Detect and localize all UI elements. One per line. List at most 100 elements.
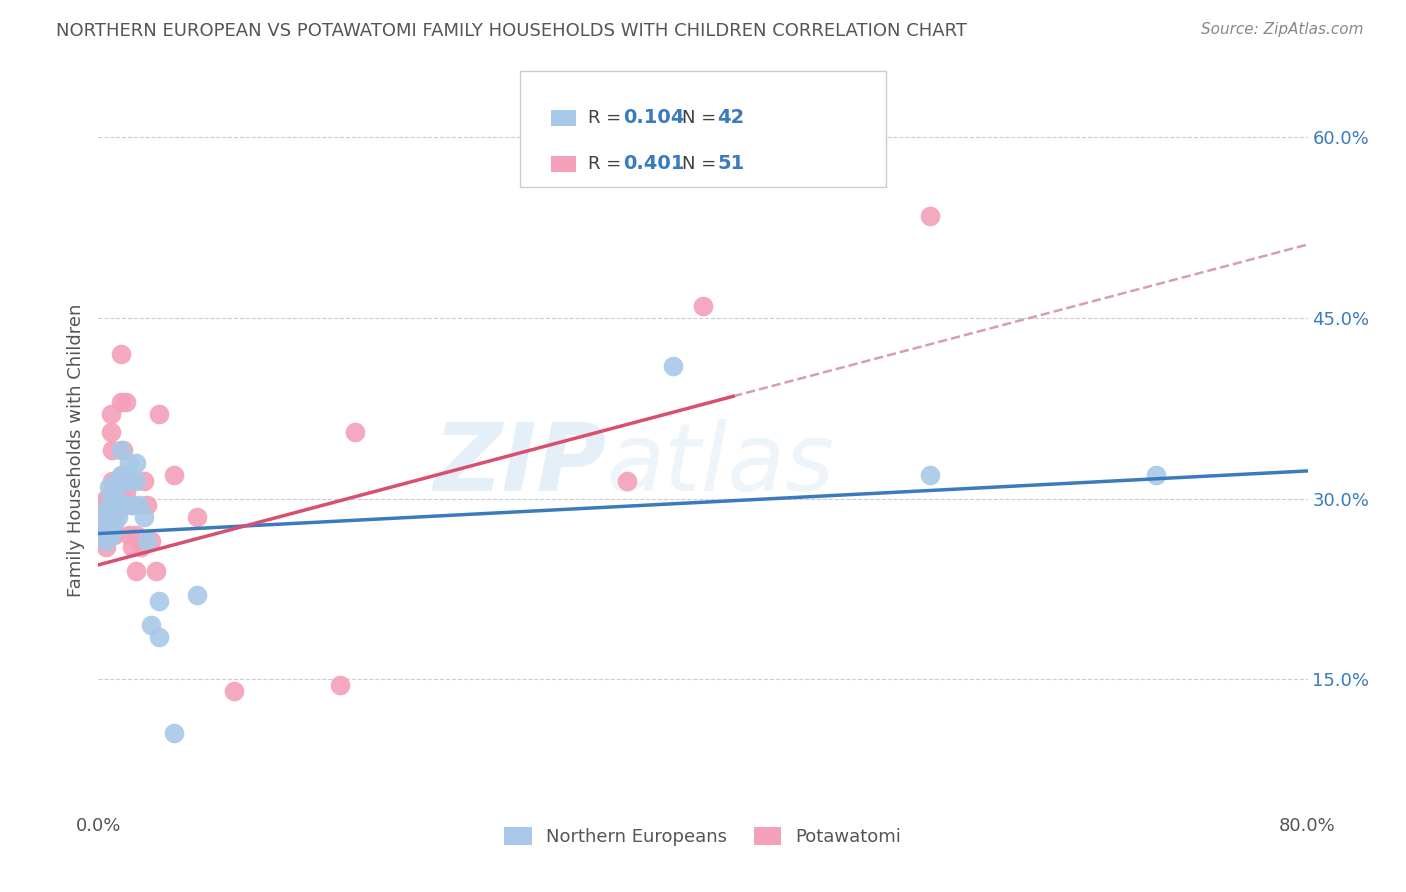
Point (105, 491, 128, 506)
Point (118, 474, 141, 488)
Point (94, 516, 117, 530)
Point (111, 443, 134, 458)
Point (163, 726, 186, 740)
Text: NORTHERN EUROPEAN VS POTAWATOMI FAMILY HOUSEHOLDS WITH CHILDREN CORRELATION CHAR: NORTHERN EUROPEAN VS POTAWATOMI FAMILY H… (56, 22, 967, 40)
Point (132, 509, 155, 524)
Point (98, 503, 121, 517)
Point (103, 516, 125, 530)
Point (114, 498, 136, 512)
Point (132, 474, 155, 488)
Point (107, 491, 129, 506)
Point (100, 516, 122, 530)
Point (94, 522, 117, 536)
Text: N =: N = (682, 154, 721, 173)
Point (186, 509, 208, 524)
Point (94, 503, 117, 517)
Point (105, 485, 128, 500)
Point (125, 455, 148, 469)
Point (148, 594, 170, 608)
Point (118, 455, 141, 469)
Point (141, 618, 163, 632)
Point (101, 474, 124, 488)
Point (93, 498, 115, 512)
Point (148, 630, 170, 644)
Text: R =: R = (588, 109, 627, 127)
Text: atlas: atlas (606, 419, 835, 510)
Point (98, 498, 121, 512)
Point (148, 407, 170, 421)
Point (114, 474, 136, 488)
Point (105, 474, 128, 488)
Point (118, 527, 141, 541)
Point (93, 509, 115, 524)
Point (125, 474, 148, 488)
Point (103, 516, 125, 530)
Point (94, 491, 117, 506)
Text: R =: R = (588, 154, 627, 173)
Point (112, 474, 135, 488)
Point (94, 540, 117, 554)
Point (110, 347, 132, 361)
Point (661, 359, 683, 373)
Text: Source: ZipAtlas.com: Source: ZipAtlas.com (1201, 22, 1364, 37)
Point (103, 480, 125, 494)
Point (107, 509, 129, 524)
Text: 51: 51 (717, 154, 744, 173)
Point (103, 491, 125, 506)
Point (94, 527, 117, 541)
Point (118, 474, 141, 488)
Point (98, 522, 121, 536)
Point (135, 533, 157, 548)
Point (145, 564, 167, 578)
Y-axis label: Family Households with Children: Family Households with Children (66, 304, 84, 597)
Point (98, 509, 121, 524)
Point (105, 503, 128, 517)
Point (93, 522, 115, 536)
Point (96, 516, 118, 530)
Point (125, 564, 148, 578)
Point (121, 540, 143, 554)
Point (100, 407, 122, 421)
Point (98, 480, 121, 494)
Point (110, 395, 132, 409)
Point (112, 474, 135, 488)
Point (121, 498, 143, 512)
Text: 0.104: 0.104 (623, 108, 685, 127)
Point (111, 467, 134, 482)
Text: 0.401: 0.401 (623, 154, 685, 173)
Point (94, 533, 117, 548)
Point (100, 527, 122, 541)
Point (128, 498, 150, 512)
Point (186, 588, 208, 602)
Point (616, 474, 638, 488)
Legend: Northern Europeans, Potawatomi: Northern Europeans, Potawatomi (498, 820, 908, 854)
Point (100, 491, 122, 506)
Point (103, 498, 125, 512)
Point (1144, 467, 1167, 482)
Point (94, 509, 117, 524)
Point (121, 498, 143, 512)
Point (94, 527, 117, 541)
Point (114, 395, 136, 409)
Point (98, 491, 121, 506)
Point (110, 443, 132, 458)
Point (107, 498, 129, 512)
Point (103, 527, 125, 541)
Point (101, 443, 124, 458)
Point (344, 425, 367, 440)
Point (918, 467, 941, 482)
Point (135, 498, 157, 512)
Point (94, 503, 117, 517)
Point (692, 299, 714, 313)
Point (224, 684, 246, 698)
Point (100, 425, 122, 440)
Point (329, 678, 352, 692)
Point (110, 467, 132, 482)
Point (98, 516, 121, 530)
Text: N =: N = (682, 109, 721, 127)
Point (918, 209, 941, 223)
Point (100, 503, 122, 517)
Point (141, 533, 163, 548)
Point (125, 527, 148, 541)
Text: ZIP: ZIP (433, 419, 606, 511)
